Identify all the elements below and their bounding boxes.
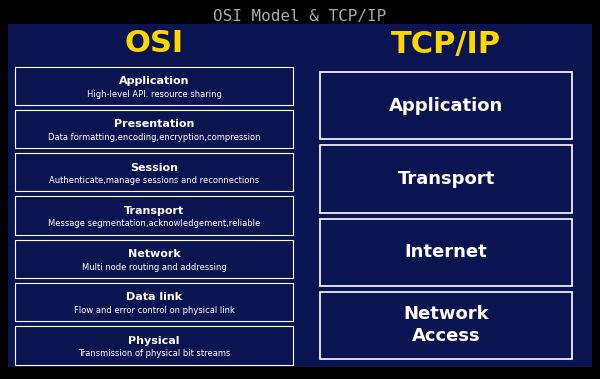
Text: Physical: Physical [128,336,180,346]
Text: Application: Application [119,76,189,86]
Text: Network: Network [128,249,181,259]
Bar [15,153,293,191]
Text: TCP/IP: TCP/IP [391,30,501,58]
Bar [15,326,293,365]
Text: Session: Session [130,163,178,172]
Text: Authenticate,manage sessions and reconnections: Authenticate,manage sessions and reconne… [49,176,259,185]
Bar [15,196,293,235]
Text: Data link: Data link [126,293,182,302]
Bar [320,219,572,286]
Bar [320,292,572,359]
Bar [320,145,572,213]
Text: Data formatting,encoding,encryption,compression: Data formatting,encoding,encryption,comp… [48,133,260,142]
Bar [15,283,293,321]
Text: OSI Model & TCP/IP: OSI Model & TCP/IP [214,8,386,23]
Bar [15,110,293,148]
Text: OSI: OSI [124,30,184,58]
Text: Presentation: Presentation [114,119,194,129]
Text: Transmission of physical bit streams: Transmission of physical bit streams [78,349,230,358]
Bar [15,66,293,105]
Text: High-level API. resource sharing: High-level API. resource sharing [86,89,221,99]
Bar [320,72,572,139]
Text: Application: Application [389,97,503,114]
Text: Flow and error control on physical link: Flow and error control on physical link [74,306,235,315]
Text: Multi node routing and addressing: Multi node routing and addressing [82,263,226,272]
Text: Transport: Transport [397,170,494,188]
Text: Transport: Transport [124,206,184,216]
Bar [15,240,293,278]
Text: Internet: Internet [404,243,487,261]
Text: Network
Access: Network Access [403,305,489,346]
Text: Message segmentation,acknowledgement,reliable: Message segmentation,acknowledgement,rel… [48,219,260,229]
